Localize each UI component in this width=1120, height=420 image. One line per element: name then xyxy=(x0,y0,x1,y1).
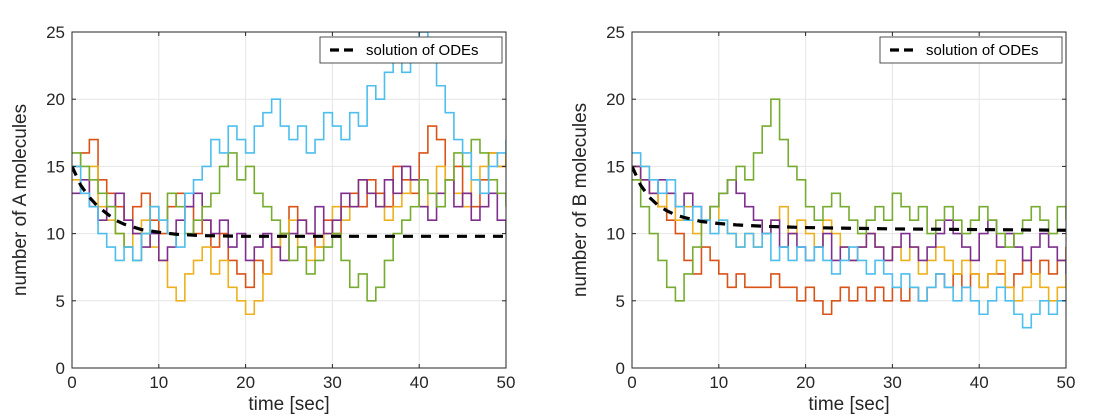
x-tick-label: 40 xyxy=(410,373,429,392)
y-tick-label: 0 xyxy=(616,359,625,378)
trajectory-series-2 xyxy=(72,152,506,316)
chart-b-molecules: 0 10 20 30 40 50 0 5 10 15 20 25 time [sec] number of… xyxy=(570,23,1075,415)
x-tick-label: 20 xyxy=(236,373,255,392)
series-group xyxy=(632,98,1066,329)
x-axis-label: time [sec] xyxy=(808,394,889,415)
plot-background xyxy=(632,32,1066,368)
x-tick-label: 40 xyxy=(970,373,989,392)
x-tick-label: 10 xyxy=(709,373,728,392)
ode-solution-line xyxy=(72,165,506,238)
x-tick-label: 0 xyxy=(67,373,76,392)
legend: solution of ODEs xyxy=(319,36,503,64)
y-tick-label: 25 xyxy=(606,23,625,42)
y-tick-label: 25 xyxy=(46,23,65,42)
y-axis-label: number of A molecules xyxy=(10,104,31,296)
x-tick-label: 30 xyxy=(883,373,902,392)
trajectory-series-5 xyxy=(632,152,1066,329)
plot-frame xyxy=(71,31,507,369)
y-tick-label: 20 xyxy=(606,90,625,109)
x-tick-label: 20 xyxy=(796,373,815,392)
y-tick-label: 5 xyxy=(616,292,625,311)
trajectory-series-5 xyxy=(72,32,506,262)
y-tick-label: 10 xyxy=(46,225,65,244)
y-tick-label: 0 xyxy=(56,359,65,378)
x-axis-label: time [sec] xyxy=(248,394,329,415)
y-tick-label: 20 xyxy=(46,90,65,109)
x-tick-label: 50 xyxy=(1057,373,1076,392)
y-axis-label: number of B molecules xyxy=(570,103,591,297)
x-tick-label: 10 xyxy=(149,373,168,392)
y-tick-label: 15 xyxy=(606,157,625,176)
y-tick-label: 5 xyxy=(56,292,65,311)
x-tick-label: 0 xyxy=(627,373,636,392)
x-tick-label: 30 xyxy=(323,373,342,392)
plot-frame xyxy=(631,31,1067,369)
legend: solution of ODEs xyxy=(879,36,1063,64)
y-tick-label: 10 xyxy=(606,225,625,244)
ode-solution-line xyxy=(632,165,1066,232)
trajectory-series-1 xyxy=(72,125,506,289)
plot-background xyxy=(72,32,506,368)
legend-label: solution of ODEs xyxy=(926,42,1039,59)
legend-label: solution of ODEs xyxy=(366,42,479,59)
chart-a-molecules: 0 10 20 30 40 50 0 5 10 15 20 25 time [sec] number of… xyxy=(10,23,515,415)
series-group xyxy=(72,32,506,316)
y-tick-label: 15 xyxy=(46,157,65,176)
x-tick-label: 50 xyxy=(497,373,516,392)
